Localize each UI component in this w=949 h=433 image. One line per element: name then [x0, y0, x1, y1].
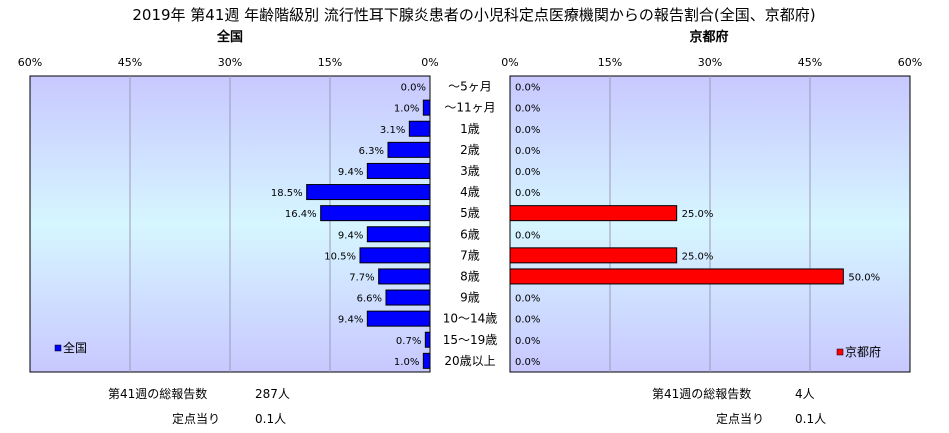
bar-national — [359, 247, 431, 264]
bar-national — [366, 226, 431, 243]
category-label: ～5ヶ月 — [448, 80, 492, 94]
x-tick-label-kyoto: 45% — [798, 56, 822, 69]
category-label: ～11ヶ月 — [444, 101, 495, 115]
bar-national — [422, 352, 431, 369]
data-label-kyoto: 0.0% — [515, 294, 540, 305]
bar-national — [422, 99, 431, 116]
x-tick-label-kyoto: 30% — [698, 56, 722, 69]
legend-label-national: 全国 — [63, 340, 87, 355]
data-label-national: 1.0% — [394, 104, 419, 115]
category-label: 2歳 — [460, 143, 480, 157]
x-tick-label-kyoto: 60% — [898, 56, 922, 69]
bar-national — [424, 331, 431, 348]
bar-national — [306, 184, 431, 201]
category-label: 9歳 — [460, 291, 480, 305]
data-label-kyoto: 0.0% — [515, 315, 540, 326]
data-label-national: 9.4% — [338, 167, 363, 178]
legend-swatch-kyoto — [836, 348, 844, 356]
category-label: 3歳 — [460, 164, 480, 178]
bar-national — [366, 162, 431, 179]
footer-right-total-value: 4人 — [795, 387, 815, 401]
footer-left-total-label: 第41週の総報告数 — [108, 386, 207, 401]
data-label-national: 16.4% — [285, 209, 317, 220]
bar-national — [387, 141, 431, 158]
category-label: 8歳 — [460, 269, 480, 283]
bar-national — [378, 268, 431, 285]
category-label: 20歳以上 — [444, 354, 495, 368]
footer-right-per-value: 0.1人 — [795, 412, 826, 426]
data-label-national: 0.0% — [401, 83, 426, 94]
category-label: 7歳 — [460, 248, 480, 262]
panel-title-kyoto: 京都府 — [689, 29, 728, 45]
footer-left-per-value: 0.1人 — [255, 412, 286, 426]
footer-left-total-value: 287人 — [255, 387, 290, 401]
data-label-national: 9.4% — [338, 315, 363, 326]
data-label-kyoto: 25.0% — [682, 209, 714, 220]
category-label: 4歳 — [460, 185, 480, 199]
bar-kyoto — [509, 247, 678, 264]
data-label-kyoto: 0.0% — [515, 230, 540, 241]
x-tick-label-kyoto: 0% — [501, 56, 518, 69]
data-label-national: 0.7% — [396, 336, 421, 347]
data-label-national: 7.7% — [349, 272, 374, 283]
bar-national — [366, 310, 431, 327]
data-label-national: 6.6% — [357, 294, 382, 305]
footer-right-total-label: 第41週の総報告数 — [652, 386, 751, 401]
data-label-national: 10.5% — [324, 251, 356, 262]
x-tick-label-national: 0% — [421, 56, 438, 69]
category-label: 5歳 — [460, 206, 480, 220]
data-label-kyoto: 0.0% — [515, 83, 540, 94]
data-label-kyoto: 0.0% — [515, 125, 540, 136]
legend-swatch-national — [54, 344, 62, 352]
data-label-national: 9.4% — [338, 230, 363, 241]
data-label-national: 18.5% — [271, 188, 303, 199]
legend-label-kyoto: 京都府 — [845, 344, 881, 359]
bar-national — [385, 289, 431, 306]
bar-kyoto — [509, 205, 678, 222]
panel-title-national: 全国 — [216, 29, 243, 45]
data-label-kyoto: 0.0% — [515, 336, 540, 347]
chart-title: 2019年 第41週 年齢階級別 流行性耳下腺炎患者の小児科定点医療機関からの報… — [132, 6, 815, 24]
bar-national — [320, 205, 431, 222]
category-label: 1歳 — [460, 122, 480, 136]
category-label: 15～19歳 — [443, 333, 498, 347]
data-label-kyoto: 0.0% — [515, 188, 540, 199]
x-tick-label-kyoto: 15% — [598, 56, 622, 69]
x-tick-label-national: 60% — [18, 56, 42, 69]
x-tick-label-national: 45% — [118, 56, 142, 69]
data-label-national: 6.3% — [359, 146, 384, 157]
data-label-kyoto: 0.0% — [515, 146, 540, 157]
data-label-kyoto: 0.0% — [515, 104, 540, 115]
x-tick-label-national: 30% — [218, 56, 242, 69]
bar-national — [408, 120, 431, 137]
data-label-kyoto: 0.0% — [515, 167, 540, 178]
footer-right-per-label: 定点当り — [716, 411, 764, 426]
data-label-kyoto: 50.0% — [848, 272, 880, 283]
data-label-national: 1.0% — [394, 357, 419, 368]
category-label: 10～14歳 — [443, 312, 498, 326]
data-label-kyoto: 25.0% — [682, 251, 714, 262]
data-label-kyoto: 0.0% — [515, 357, 540, 368]
data-label-national: 3.1% — [380, 125, 405, 136]
footer-left-per-label: 定点当り — [172, 411, 220, 426]
x-tick-label-national: 15% — [318, 56, 342, 69]
bar-kyoto — [509, 268, 844, 285]
category-label: 6歳 — [460, 227, 480, 241]
